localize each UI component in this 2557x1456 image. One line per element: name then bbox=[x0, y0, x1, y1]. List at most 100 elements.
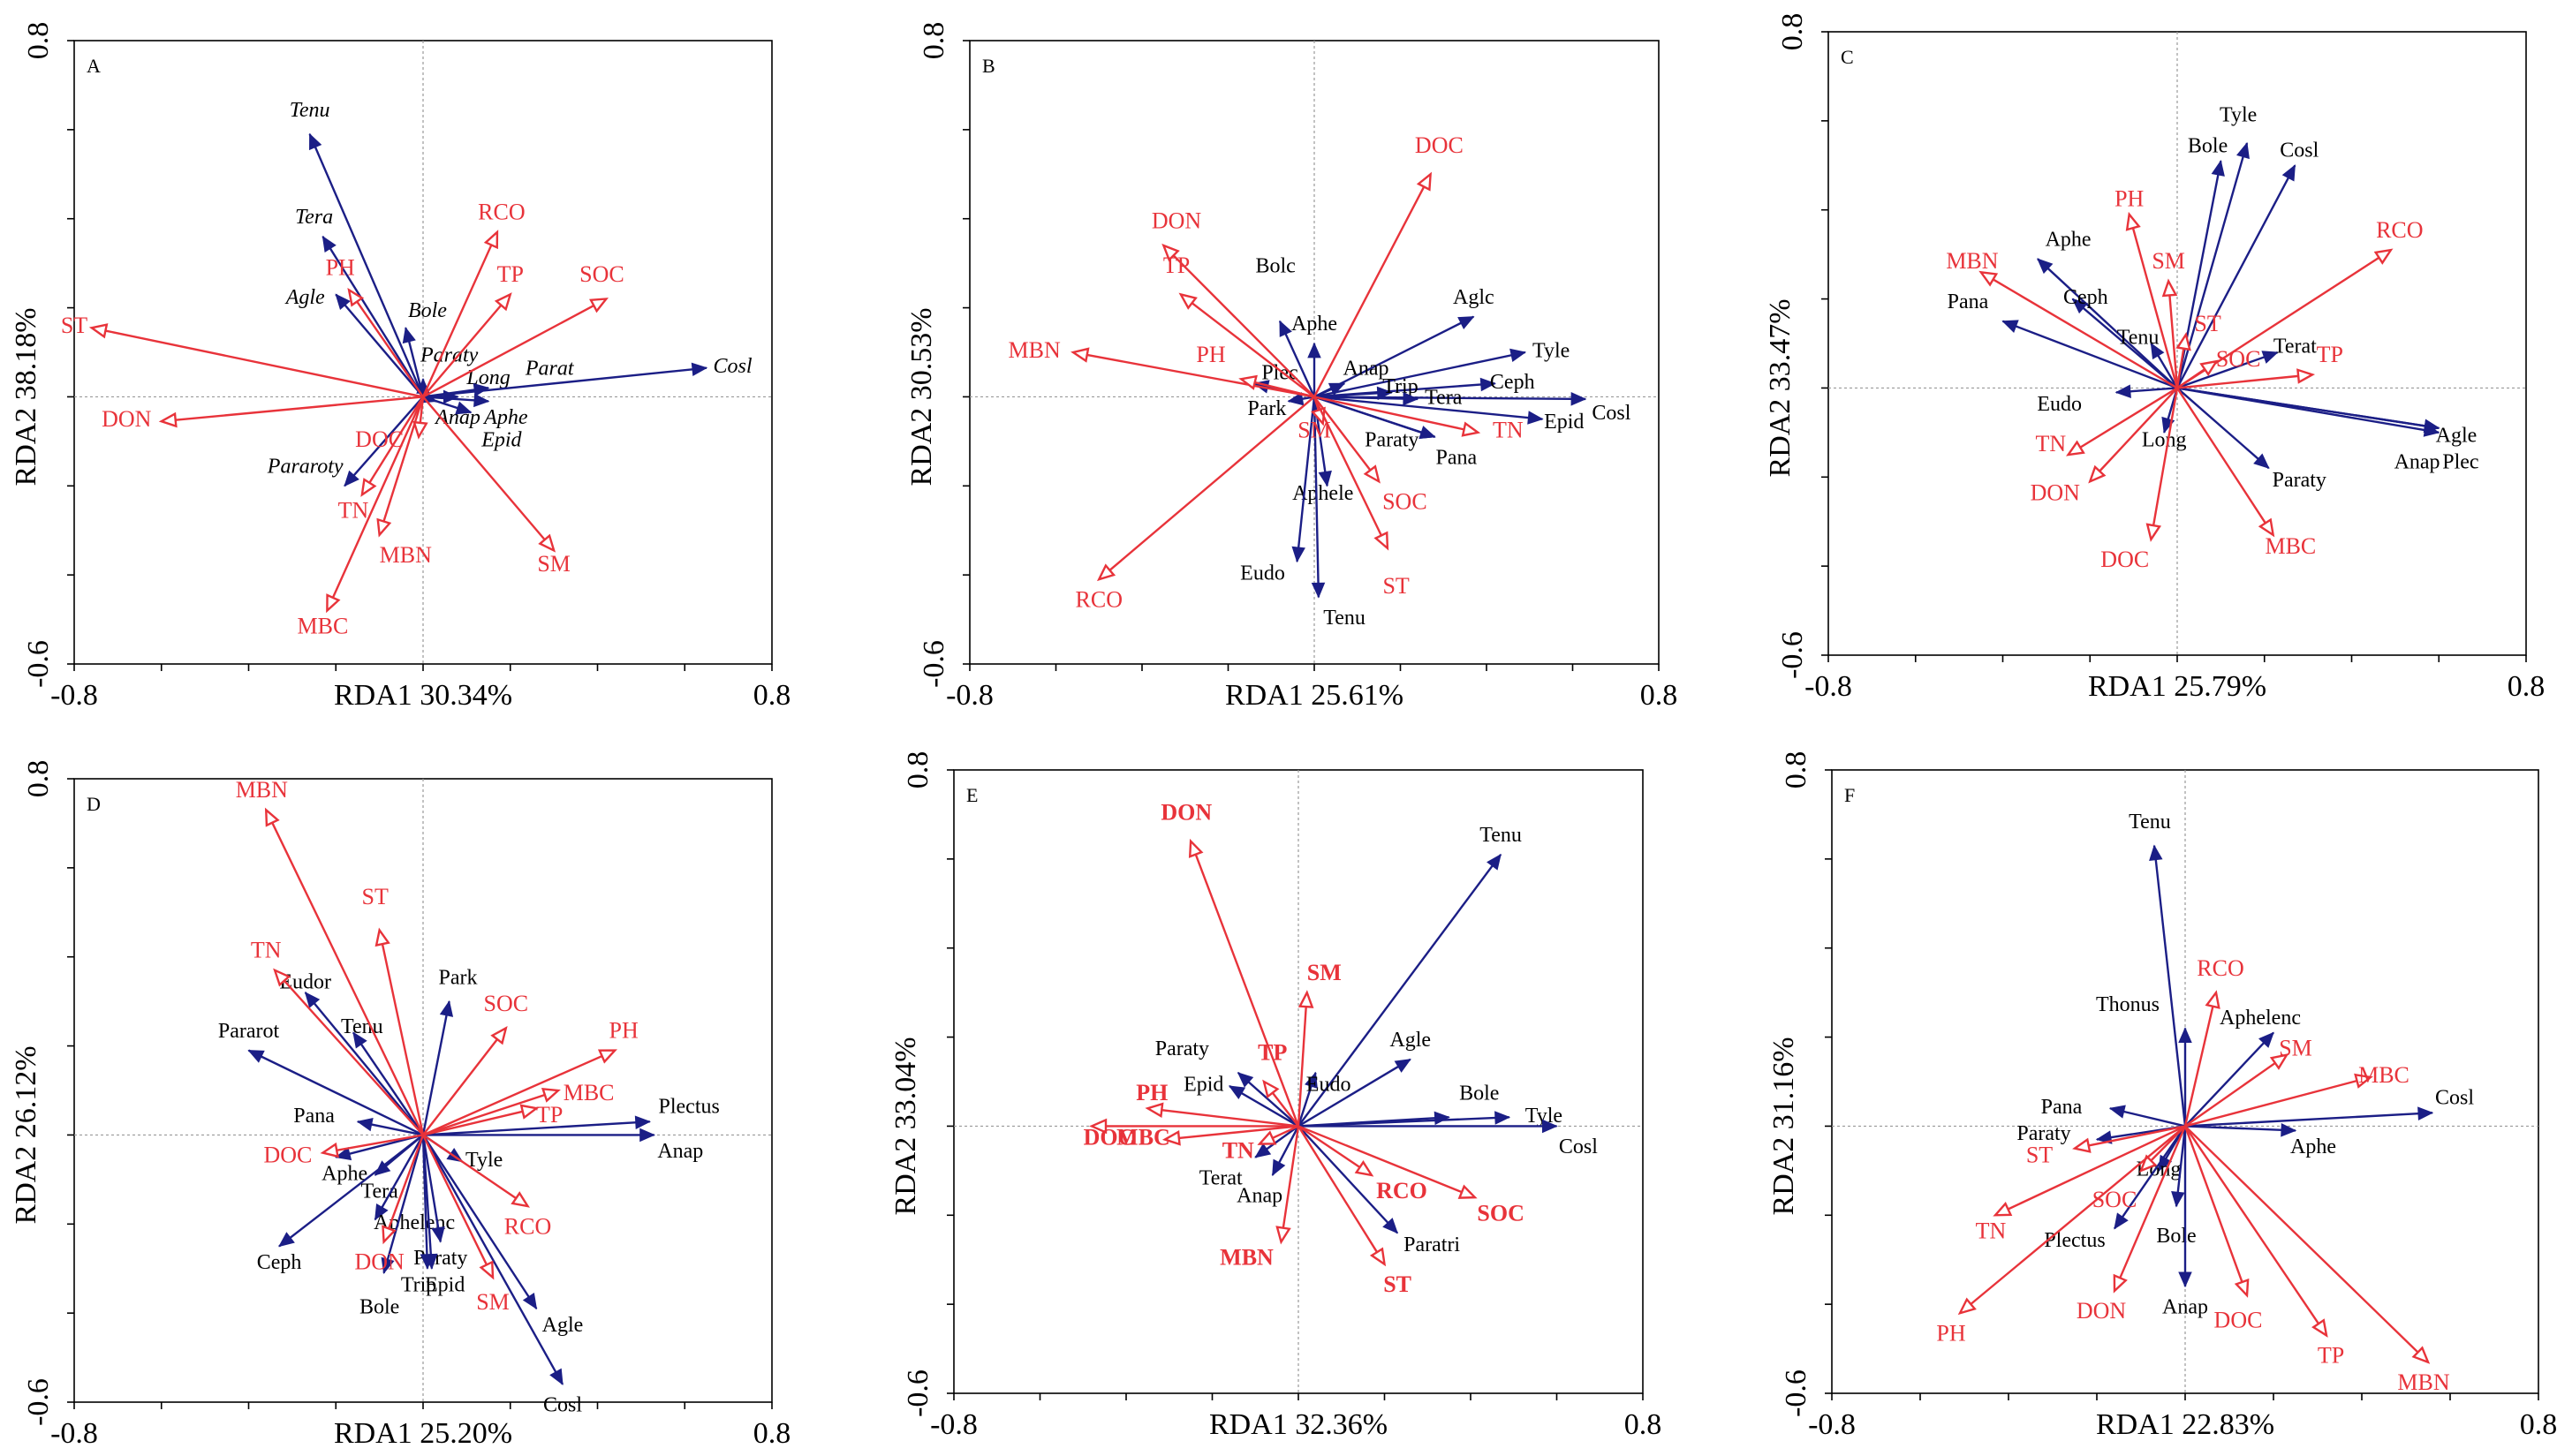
species-arrowhead-anap bbox=[2178, 1271, 2192, 1288]
env-arrowhead-rco bbox=[1354, 1159, 1374, 1177]
y-axis-label: RDA2 33.47% bbox=[1764, 298, 1797, 477]
species-label-plec: Plec bbox=[2442, 451, 2478, 474]
env-label-st: ST bbox=[1383, 1271, 1411, 1297]
species-arrowhead-aphe bbox=[1307, 342, 1321, 358]
species-arrowhead-cosl bbox=[2281, 164, 2296, 182]
species-arrow-aphelenc bbox=[374, 1134, 425, 1220]
species-arrow-cosl bbox=[2175, 164, 2296, 389]
species-arrowhead-epid bbox=[1228, 1085, 1246, 1100]
species-label-agle: Agle bbox=[2436, 424, 2478, 447]
env-label-st: ST bbox=[1382, 573, 1409, 599]
species-label-pana: Pana bbox=[293, 1105, 335, 1128]
panel-a: -0.8 0.8 0.8 -0.6 RDA1 30.34% RDA2 38.18% A Ten… bbox=[10, 22, 791, 712]
env-arrow-st bbox=[1297, 1125, 1379, 1253]
species-arrow-epid bbox=[1313, 396, 1543, 420]
species-arrow-tyle bbox=[1297, 1116, 1509, 1128]
env-arrowhead-rco bbox=[2373, 248, 2394, 265]
env-arrow-mbc bbox=[2184, 1079, 2357, 1128]
y-tick-label: -0.6 bbox=[1776, 631, 1809, 679]
x-axis-label: RDA1 25.79% bbox=[2088, 670, 2266, 703]
env-arrow-sm bbox=[2168, 295, 2179, 389]
species-arrowhead-cosl bbox=[1542, 1119, 1558, 1134]
species-arrow-tenu bbox=[1313, 396, 1320, 598]
x-tick-label: 0.8 bbox=[2520, 1408, 2557, 1441]
env-arrow-doc bbox=[2152, 388, 2179, 526]
env-arrowhead-rco bbox=[2205, 990, 2220, 1009]
env-arrowhead-don bbox=[2113, 1273, 2128, 1294]
species-arrowhead-pana bbox=[2001, 320, 2019, 333]
species-label-aphele: Aphele bbox=[1292, 482, 1353, 505]
species-label-park: Park bbox=[439, 966, 478, 989]
env-label-rco: RCO bbox=[504, 1213, 551, 1239]
env-arrow-tp bbox=[2184, 1125, 2320, 1324]
env-arrow-doc bbox=[1313, 185, 1426, 397]
species-label-aphe: Aphe bbox=[482, 406, 528, 429]
env-arrow-rco bbox=[421, 244, 493, 397]
x-axis-label: RDA1 25.61% bbox=[1225, 679, 1403, 712]
env-arrow-don bbox=[1172, 254, 1315, 398]
species-arrow-plectus bbox=[2114, 1125, 2186, 1230]
env-arrow-mbn bbox=[1282, 1126, 1300, 1228]
env-arrow-ph bbox=[1161, 1108, 1299, 1128]
species-label-anap: Anap bbox=[2162, 1296, 2208, 1319]
species-arrow-aphe bbox=[2037, 258, 2178, 389]
species-arrowhead-anap bbox=[1272, 1158, 1286, 1177]
env-arrow-mbn bbox=[271, 822, 425, 1135]
species-label-pana: Pana bbox=[2041, 1096, 2083, 1119]
species-arrowhead-tera bbox=[322, 235, 337, 253]
y-axis-label: RDA2 33.04% bbox=[889, 1037, 922, 1215]
env-arrow-mbc bbox=[1178, 1125, 1299, 1140]
species-arrow-aphe bbox=[2184, 1125, 2296, 1132]
env-arrowhead-mbn bbox=[376, 517, 392, 538]
env-arrow-ph bbox=[2131, 227, 2179, 389]
species-arrow-agle bbox=[1297, 1058, 1411, 1128]
species-arrow-paraty bbox=[2176, 387, 2270, 470]
env-label-tn: TN bbox=[1976, 1218, 2007, 1243]
env-arrow-tp bbox=[1271, 1091, 1299, 1128]
env-arrowhead-doc bbox=[1089, 1118, 1108, 1135]
species-arrowhead-aphelenc bbox=[2258, 1031, 2274, 1048]
env-arrow-soc bbox=[1297, 1125, 1463, 1194]
env-label-soc: SOC bbox=[2092, 1187, 2137, 1212]
species-label-tera: Tera bbox=[295, 206, 333, 229]
env-arrowhead-mbn bbox=[1978, 270, 1999, 287]
species-arrowhead-tera bbox=[1403, 391, 1419, 406]
species-arrowhead-eudor bbox=[304, 992, 321, 1008]
species-label-tenu: Tenu bbox=[1479, 824, 1522, 847]
species-arrow-paratri bbox=[1297, 1125, 1399, 1234]
env-label-tp: TP bbox=[1163, 253, 1190, 278]
species-label-cosl: Cosl bbox=[2280, 140, 2319, 162]
env-label-doc: DOC bbox=[2100, 547, 2149, 572]
species-arrow-aphe bbox=[335, 1134, 424, 1158]
species-label-aphe: Aphe bbox=[2290, 1135, 2336, 1158]
species-arrowhead-anap bbox=[1328, 382, 1346, 396]
env-arrowhead-ph bbox=[1238, 374, 1258, 390]
species-arrow-epid bbox=[421, 1135, 434, 1269]
env-arrowhead-tp bbox=[1262, 1079, 1280, 1099]
env-label-mbn: MBN bbox=[1220, 1245, 1274, 1271]
species-arrowhead-aphe bbox=[2037, 258, 2054, 275]
species-label-eudo: Eudo bbox=[2037, 393, 2082, 416]
species-label-cosl: Cosl bbox=[2435, 1087, 2474, 1110]
species-arrowhead-epid bbox=[1527, 411, 1544, 425]
species-label-agle: Agle bbox=[284, 286, 325, 309]
species-label-agle: Agle bbox=[542, 1314, 584, 1337]
env-label-mbc: MBC bbox=[298, 614, 349, 639]
species-label-trip: Trip bbox=[1382, 375, 1418, 398]
env-label-sm: SM bbox=[537, 551, 571, 577]
species-arrowhead-anap bbox=[639, 1128, 655, 1143]
species-arrowhead-cosl bbox=[2417, 1106, 2434, 1120]
env-label-mbn: MBN bbox=[1009, 337, 1061, 363]
species-label-anap: Anap bbox=[1343, 358, 1389, 381]
species-label-anap: Anap bbox=[657, 1140, 703, 1163]
species-label-epid: Epid bbox=[425, 1273, 465, 1296]
species-arrowhead-tenu bbox=[2149, 844, 2163, 861]
species-label-park: Park bbox=[1247, 397, 1286, 420]
species-label-ceph: Ceph bbox=[2063, 286, 2108, 309]
panel-letter: A bbox=[87, 55, 101, 77]
species-arrowhead-park bbox=[1287, 392, 1305, 406]
species-arrowhead-tenu bbox=[352, 1031, 367, 1049]
y-tick-label: 0.8 bbox=[22, 22, 55, 60]
env-arrow-st bbox=[2088, 1125, 2186, 1147]
species-label-epid: Epid bbox=[1544, 411, 1584, 434]
